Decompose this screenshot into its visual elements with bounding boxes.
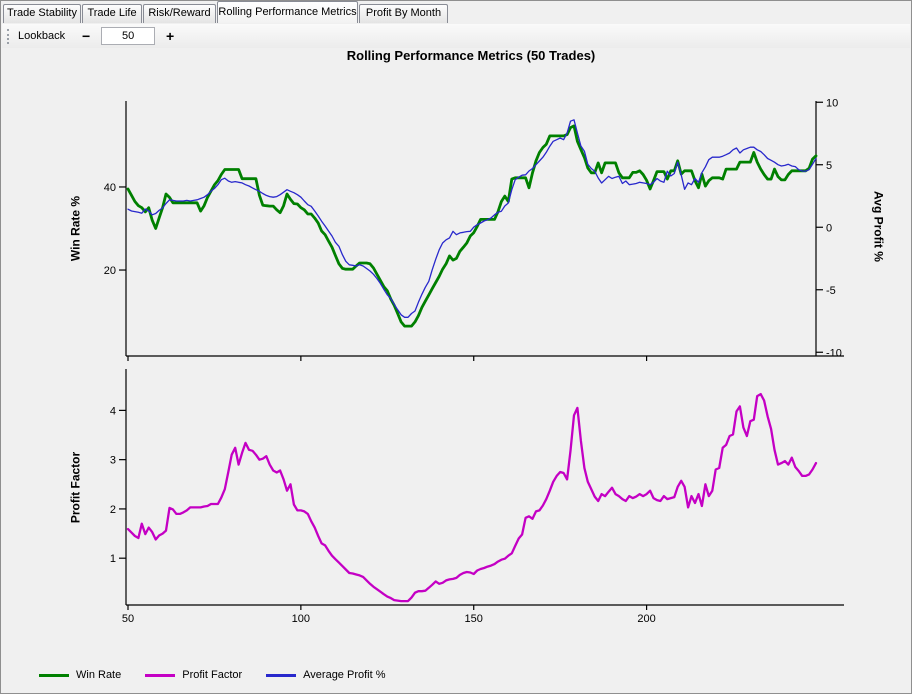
legend-label: Average Profit % (303, 669, 386, 681)
svg-text:4: 4 (110, 405, 116, 417)
legend-label: Win Rate (76, 669, 122, 681)
svg-text:200: 200 (637, 613, 655, 625)
svg-text:3: 3 (110, 455, 116, 467)
tab-trade-stability[interactable]: Trade Stability (3, 4, 81, 23)
profit-factor-line-icon (145, 673, 176, 677)
lookback-input[interactable] (101, 27, 156, 45)
tab-bar: Trade Stability Trade Life Risk/Reward R… (1, 1, 911, 23)
svg-text:40: 40 (104, 182, 116, 194)
lookback-decrement-button[interactable]: − (75, 26, 97, 46)
profit-factor-axis-label: Profit Factor (68, 451, 83, 524)
chart-title: Rolling Performance Metrics (50 Trades) (346, 48, 596, 63)
legend-item-profit-factor: Profit Factor (145, 669, 242, 681)
tab-rolling-performance-metrics[interactable]: Rolling Performance Metrics (217, 1, 358, 23)
svg-text:10: 10 (826, 97, 838, 109)
svg-text:50: 50 (122, 613, 134, 625)
svg-text:20: 20 (104, 265, 116, 277)
win-rate-axis-label: Win Rate % (68, 195, 83, 262)
tab-profit-by-month[interactable]: Profit By Month (359, 4, 448, 23)
svg-text:2: 2 (110, 504, 116, 516)
svg-text:-10: -10 (826, 347, 842, 359)
legend-item-average-profit: Average Profit % (266, 669, 386, 681)
svg-text:1: 1 (110, 553, 116, 565)
lookback-label: Lookback (18, 30, 66, 42)
toolbar-grip-handle[interactable] (7, 28, 11, 44)
legend: Win Rate Profit Factor Average Profit % (39, 669, 386, 681)
tab-trade-life[interactable]: Trade Life (82, 4, 142, 23)
legend-label: Profit Factor (182, 669, 243, 681)
svg-text:100: 100 (292, 613, 310, 625)
win-rate-line-icon (39, 673, 69, 677)
legend-item-win-rate: Win Rate (39, 669, 121, 681)
average-profit-line-icon (266, 673, 297, 677)
svg-text:150: 150 (465, 613, 483, 625)
avg-profit-axis-label: Avg Profit % (871, 191, 886, 262)
tab-risk-reward[interactable]: Risk/Reward (143, 4, 216, 23)
svg-text:-5: -5 (826, 285, 836, 297)
toolbar: Lookback − + (2, 24, 910, 48)
svg-text:0: 0 (826, 222, 832, 234)
svg-text:5: 5 (826, 160, 832, 172)
lookback-increment-button[interactable]: + (159, 26, 181, 46)
